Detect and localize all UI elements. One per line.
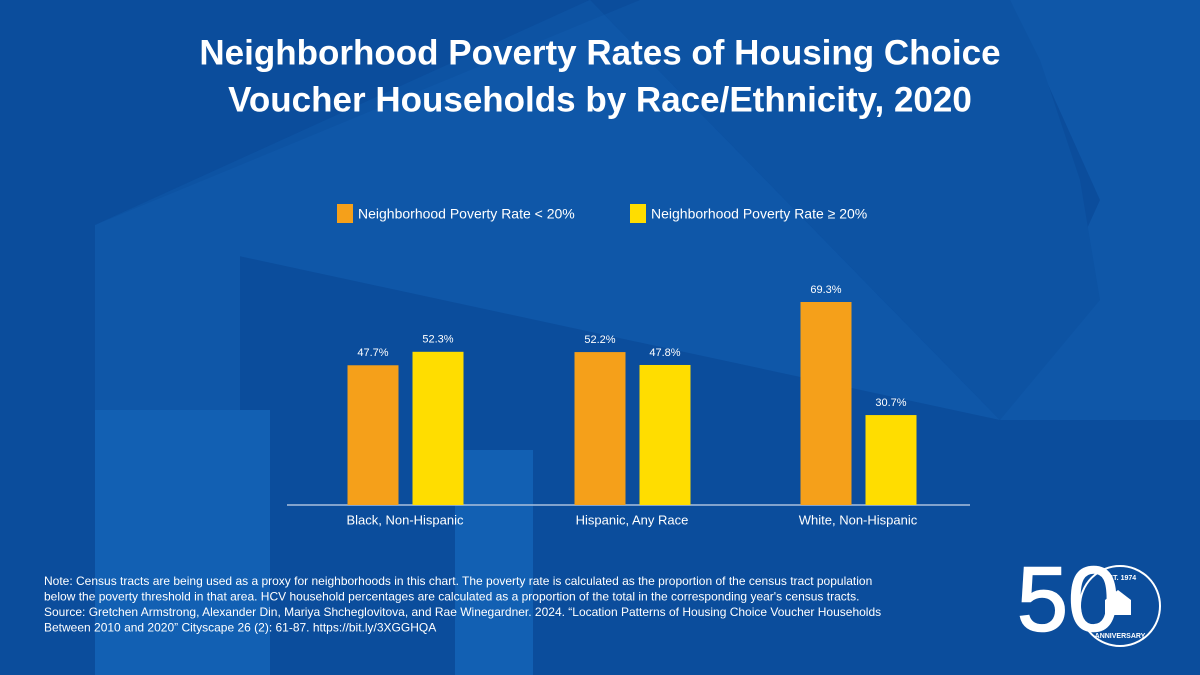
logo-number: 50 xyxy=(1017,548,1119,650)
value-label: 30.7% xyxy=(875,397,906,409)
logo-ring xyxy=(1079,565,1161,647)
note: below the poverty threshold in that area… xyxy=(44,590,859,604)
decor xyxy=(95,410,270,675)
x-tick-label: White, Non-Hispanic xyxy=(799,512,918,527)
x-tick-label: Black, Non-Hispanic xyxy=(346,512,464,527)
bar xyxy=(347,365,399,505)
bar xyxy=(639,364,691,505)
note: Source: Gretchen Armstrong, Alexander Di… xyxy=(44,605,881,619)
logo-house xyxy=(1105,590,1131,615)
legend-swatch xyxy=(630,204,646,223)
bar xyxy=(412,351,464,505)
chart-title: Neighborhood Poverty Rates of Housing Ch… xyxy=(199,33,1000,72)
bar xyxy=(865,415,917,505)
logo-bottom: ANNIVERSARY xyxy=(1095,633,1146,640)
logo-top: EST. 1974 xyxy=(1104,575,1136,582)
decor xyxy=(95,0,1100,420)
logo: 50 EST. 1974 ANNIVERSARY xyxy=(1016,548,1161,651)
legend-label: Neighborhood Poverty Rate < 20% xyxy=(358,206,575,222)
value-label: 47.7% xyxy=(357,347,388,359)
value-label: 52.3% xyxy=(422,334,453,346)
note: Note: Census tracts are being used as a … xyxy=(44,574,872,588)
bar xyxy=(800,302,852,505)
value-label: 47.8% xyxy=(649,347,680,359)
bar xyxy=(574,352,626,505)
chart-title: Voucher Households by Race/Ethnicity, 20… xyxy=(228,80,972,119)
value-label: 52.2% xyxy=(584,334,615,346)
note: Between 2010 and 2020” Cityscape 26 (2):… xyxy=(44,621,436,635)
x-tick-label: Hispanic, Any Race xyxy=(576,512,689,527)
decor xyxy=(455,450,533,675)
legend-label: Neighborhood Poverty Rate ≥ 20% xyxy=(651,206,867,222)
value-label: 69.3% xyxy=(810,284,841,296)
legend-swatch xyxy=(337,204,353,223)
